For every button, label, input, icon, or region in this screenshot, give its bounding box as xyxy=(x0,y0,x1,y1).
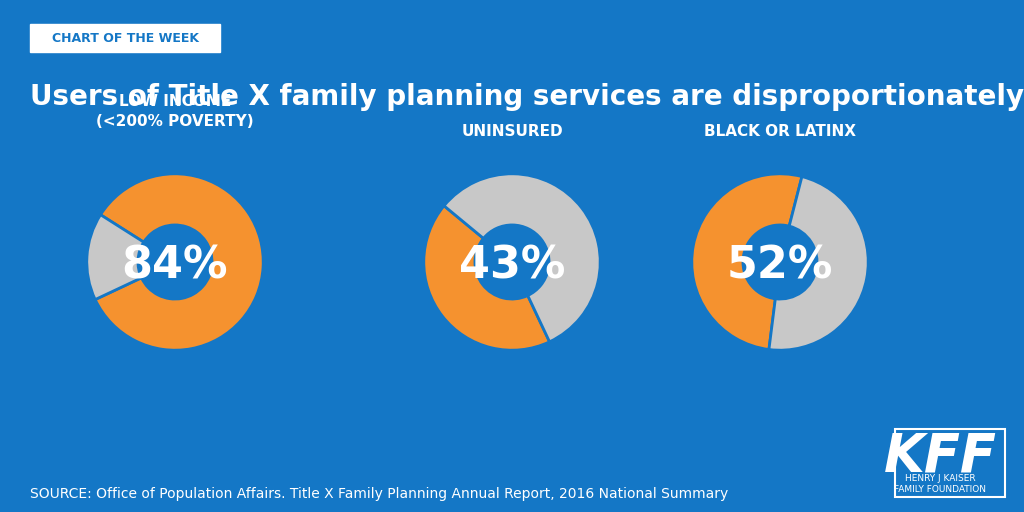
Wedge shape xyxy=(769,177,868,350)
Text: 84%: 84% xyxy=(122,245,228,288)
Text: LOW INCOME
(<200% POVERTY): LOW INCOME (<200% POVERTY) xyxy=(96,94,254,129)
Wedge shape xyxy=(424,206,550,350)
Text: HENRY J KAISER
FAMILY FOUNDATION: HENRY J KAISER FAMILY FOUNDATION xyxy=(894,474,986,494)
Text: 52%: 52% xyxy=(727,245,834,288)
Wedge shape xyxy=(95,174,263,350)
FancyBboxPatch shape xyxy=(30,24,220,52)
Wedge shape xyxy=(692,174,802,350)
Wedge shape xyxy=(444,174,600,342)
Text: CHART OF THE WEEK: CHART OF THE WEEK xyxy=(51,32,199,45)
Text: UNINSURED: UNINSURED xyxy=(461,124,563,139)
Wedge shape xyxy=(87,215,143,300)
Text: Users of Title X family planning services are disproportionately...: Users of Title X family planning service… xyxy=(30,83,1024,111)
Text: SOURCE: Office of Population Affairs. Title X Family Planning Annual Report, 201: SOURCE: Office of Population Affairs. Ti… xyxy=(30,487,728,501)
Text: 43%: 43% xyxy=(459,245,565,288)
Text: KFF: KFF xyxy=(884,431,996,483)
Text: BLACK OR LATINX: BLACK OR LATINX xyxy=(705,124,856,139)
